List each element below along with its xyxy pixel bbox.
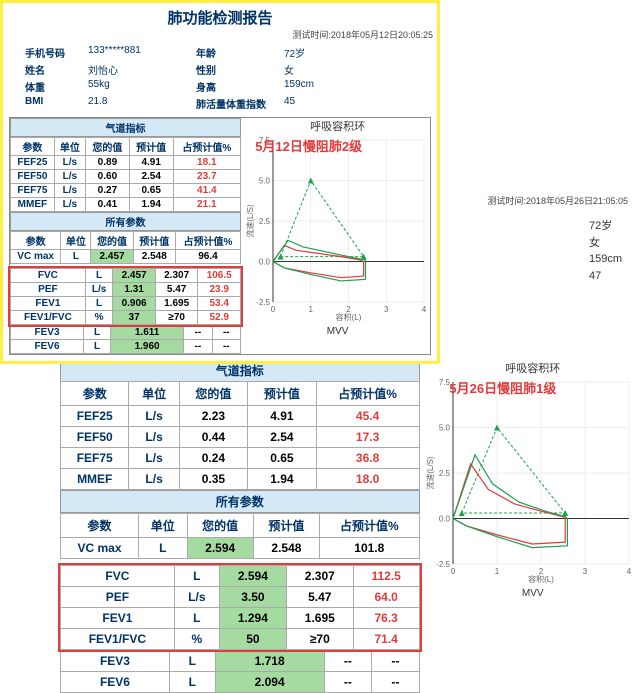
svg-text:0.0: 0.0	[259, 258, 271, 267]
table-row: FEV6L1.960----	[11, 340, 241, 354]
table-row: FVCL2.4572.307106.5	[11, 269, 241, 283]
svg-text:容积(L): 容积(L)	[336, 312, 362, 322]
annotation-2: 5月26日慢阻肺1级	[449, 378, 556, 397]
svg-text:流速(L/S): 流速(L/S)	[245, 204, 255, 238]
annotation-1: 5月12日慢阻肺2级	[255, 136, 362, 155]
chart-area-1: 呼吸容积环 5月12日慢阻肺2级 01234-2.50.02.55.07.5容积…	[245, 118, 430, 337]
svg-text:0: 0	[451, 567, 456, 576]
svg-text:2.5: 2.5	[259, 217, 271, 226]
svg-text:2.5: 2.5	[439, 469, 451, 478]
table-row: FEF50L/s0.602.5423.7	[11, 170, 241, 184]
table-row: FEV3L1.611----	[11, 326, 241, 340]
weight-label: 体重	[25, 79, 80, 94]
svg-text:3: 3	[384, 305, 389, 314]
table-row: FEV6L2.094----	[61, 672, 420, 693]
table-row: FEF75L/s0.240.6536.8	[61, 448, 420, 469]
age-val: 72岁	[284, 45, 344, 60]
svg-text:0: 0	[271, 305, 276, 314]
name-label: 姓名	[25, 62, 80, 77]
report-1: 肺功能检测报告 测试时间:2018年05月12日20:05:25 手机号码 133…	[0, 0, 440, 364]
table-all-2: 参数单位您的值预计值占预计值% VC maxL2.5942.548101.8	[60, 513, 420, 559]
table-row: FVCL2.5942.307112.5	[61, 566, 420, 587]
height-label: 身高	[196, 79, 276, 94]
table-row: FEV3L1.718----	[61, 651, 420, 672]
svg-text:4: 4	[422, 305, 427, 314]
meta2-age: 72岁	[589, 218, 622, 235]
tables-1: 气道指标 参数单位您的值预计值占预计值% FEF25L/s0.894.9118.…	[10, 118, 241, 354]
report-title: 肺功能检测报告	[3, 3, 437, 28]
table-row: FEV1/FVC%37≥7052.9	[11, 311, 241, 325]
svg-text:1: 1	[495, 567, 500, 576]
chart-title-1: 呼吸容积环	[245, 118, 430, 134]
bmi-label: BMI	[25, 96, 80, 111]
meta2-lung: 47	[589, 268, 622, 285]
meta2-height: 159cm	[589, 251, 622, 268]
table-row: FEV1L0.9061.69553.4	[11, 297, 241, 311]
table-row: FEF75L/s0.270.6541.4	[11, 184, 241, 198]
table-row: MMEFL/s0.351.9418.0	[61, 469, 420, 490]
svg-text:5.0: 5.0	[439, 424, 451, 433]
sec2-header-2: 所有参数	[60, 490, 420, 513]
svg-text:1: 1	[309, 305, 314, 314]
mvv-1: MVV	[245, 326, 430, 337]
timestamp-2: 测试时间:2018年05月26日21:05:05	[487, 194, 632, 207]
timestamp-1: 测试时间:2018年05月12日20:05:25	[3, 28, 437, 41]
svg-text:4: 4	[627, 567, 632, 576]
mvv-2: MVV	[425, 588, 640, 599]
table-key-1: FVCL2.4572.307106.5PEFL/s1.315.4723.9FEV…	[10, 268, 241, 325]
table-extra-1: FEV3L1.611----FEV6L1.960----	[10, 325, 241, 354]
svg-text:3: 3	[583, 567, 588, 576]
svg-text:5.0: 5.0	[259, 177, 271, 186]
sec1-header-1: 气道指标	[10, 118, 241, 137]
table-all-1: 参数单位您的值预计值占预计值% VC maxL2.4572.54896.4	[10, 231, 241, 264]
chart-area-2: 呼吸容积环 5月26日慢阻肺1级 01234-2.50.02.55.07.5容积…	[425, 360, 640, 599]
name-val: 刘怡心	[88, 62, 188, 77]
table-extra-2: FEV3L1.718----FEV6L2.094----	[60, 650, 420, 693]
table-row: FEF25L/s0.894.9118.1	[11, 156, 241, 170]
tables-2: 气道指标 参数单位您的值预计值占预计值% FEF25L/s2.234.9145.…	[60, 360, 420, 693]
table-key-2: FVCL2.5942.307112.5PEFL/s3.505.4764.0FEV…	[60, 565, 420, 650]
sex-val: 女	[284, 62, 344, 77]
chart-svg-2: 01234-2.50.02.55.07.5容积(L)流速(L/S)	[425, 376, 640, 586]
svg-text:0.0: 0.0	[439, 515, 451, 524]
svg-text:容积(L): 容积(L)	[529, 574, 555, 584]
meta-1: 手机号码 133*****881 年龄 72岁 姓名刘怡心性别女 体重 55kg 身高 15…	[3, 41, 437, 117]
height-val: 159cm	[284, 79, 344, 94]
meta2-sex: 女	[589, 235, 622, 252]
age-label: 年龄	[196, 45, 276, 60]
bmi-val: 21.8	[88, 96, 188, 111]
table-row: PEFL/s3.505.4764.0	[61, 587, 420, 608]
sec2-header-1: 所有参数	[10, 212, 241, 231]
table-row: FEV1L1.2941.69576.3	[61, 608, 420, 629]
page-container: 测试时间:2018年05月26日21:05:05 72岁 女 159cm 47 …	[0, 0, 640, 644]
lung-label: 肺活量体重指数	[196, 96, 276, 111]
table-airway-1: 参数单位您的值预计值占预计值% FEF25L/s0.894.9118.1FEF5…	[10, 137, 241, 212]
table-airway-2: 参数单位您的值预计值占预计值% FEF25L/s2.234.9145.4FEF5…	[60, 381, 420, 490]
chart-svg-1: 01234-2.50.02.55.07.5容积(L)流速(L/S)	[245, 134, 430, 324]
table-row: FEF25L/s2.234.9145.4	[61, 406, 420, 427]
svg-text:-2.5: -2.5	[437, 560, 451, 569]
phone-val: 133*****881	[88, 45, 188, 60]
chart-title-2: 呼吸容积环	[425, 360, 640, 376]
table-row: MMEFL/s0.411.9421.1	[11, 198, 241, 212]
sex-label: 性别	[196, 62, 276, 77]
meta-2: 72岁 女 159cm 47	[589, 218, 622, 284]
table-row: FEF50L/s0.442.5417.3	[61, 427, 420, 448]
table-row: PEFL/s1.315.4723.9	[11, 283, 241, 297]
weight-val: 55kg	[88, 79, 188, 94]
svg-text:-2.5: -2.5	[256, 298, 270, 307]
svg-text:流速(L/S): 流速(L/S)	[425, 456, 435, 490]
lung-val: 45	[284, 96, 344, 111]
phone-label: 手机号码	[25, 45, 80, 60]
table-row: FEV1/FVC%50≥7071.4	[61, 629, 420, 650]
